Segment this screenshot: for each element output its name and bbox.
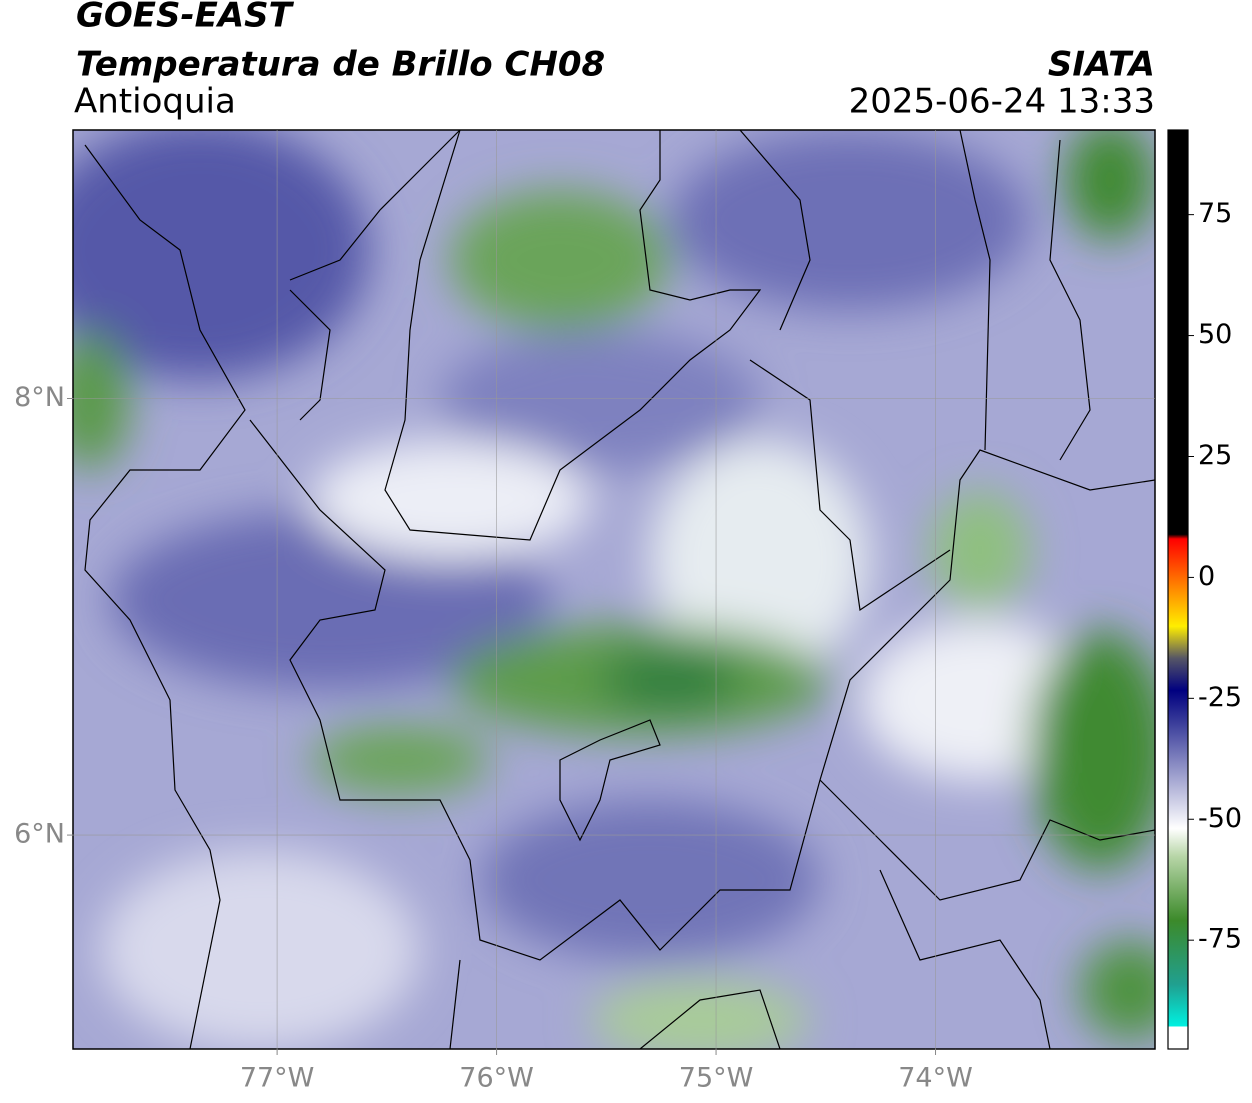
colorbar-label: 50 [1198, 319, 1232, 350]
colorbar [1167, 129, 1189, 1050]
y-tick-label: 8°N [14, 382, 65, 413]
subtitle: Temperatura de Brillo CH08 [76, 45, 605, 85]
header: GOES-EAST Temperatura de Brillo CH08 Ant… [74, 0, 1155, 122]
colorbar-label: 25 [1198, 440, 1232, 471]
satellite-image [73, 130, 1155, 1049]
title: GOES-EAST [76, 0, 295, 36]
map-frame [72, 129, 1156, 1050]
x-tick-label: 76°W [459, 1063, 534, 1094]
colorbar-label: -50 [1198, 803, 1242, 834]
colorbar-label: 0 [1198, 561, 1215, 592]
source: SIATA [1048, 45, 1155, 85]
x-tick-label: 77°W [240, 1063, 315, 1094]
colorbar-label: -75 [1198, 924, 1242, 955]
region: Antioquia [74, 82, 236, 122]
colorbar-label: -25 [1198, 682, 1242, 713]
x-tick-label: 75°W [679, 1063, 754, 1094]
y-tick-label: 6°N [14, 819, 65, 850]
x-tick-label: 74°W [898, 1063, 973, 1094]
datetime: 2025-06-24 13:33 [849, 82, 1155, 122]
colorbar-label: 75 [1198, 198, 1232, 229]
